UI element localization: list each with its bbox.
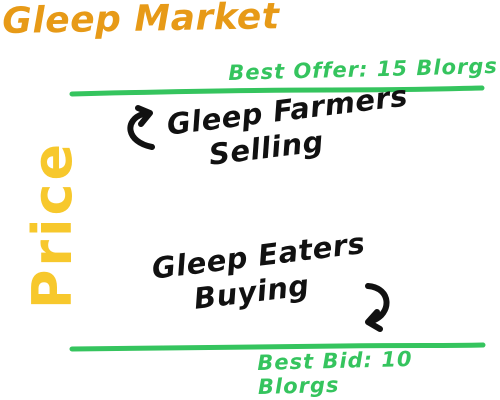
best-bid-line bbox=[69, 342, 486, 352]
diagram-title: Gleep Market bbox=[1, 0, 280, 42]
best-offer-line bbox=[69, 85, 485, 97]
best-bid-label: Best Bid: 10 Blorgs bbox=[257, 346, 413, 399]
curved-arrow-up-icon bbox=[127, 105, 155, 150]
curved-arrow-down-icon bbox=[365, 283, 390, 332]
price-axis-label: Price bbox=[21, 140, 85, 310]
